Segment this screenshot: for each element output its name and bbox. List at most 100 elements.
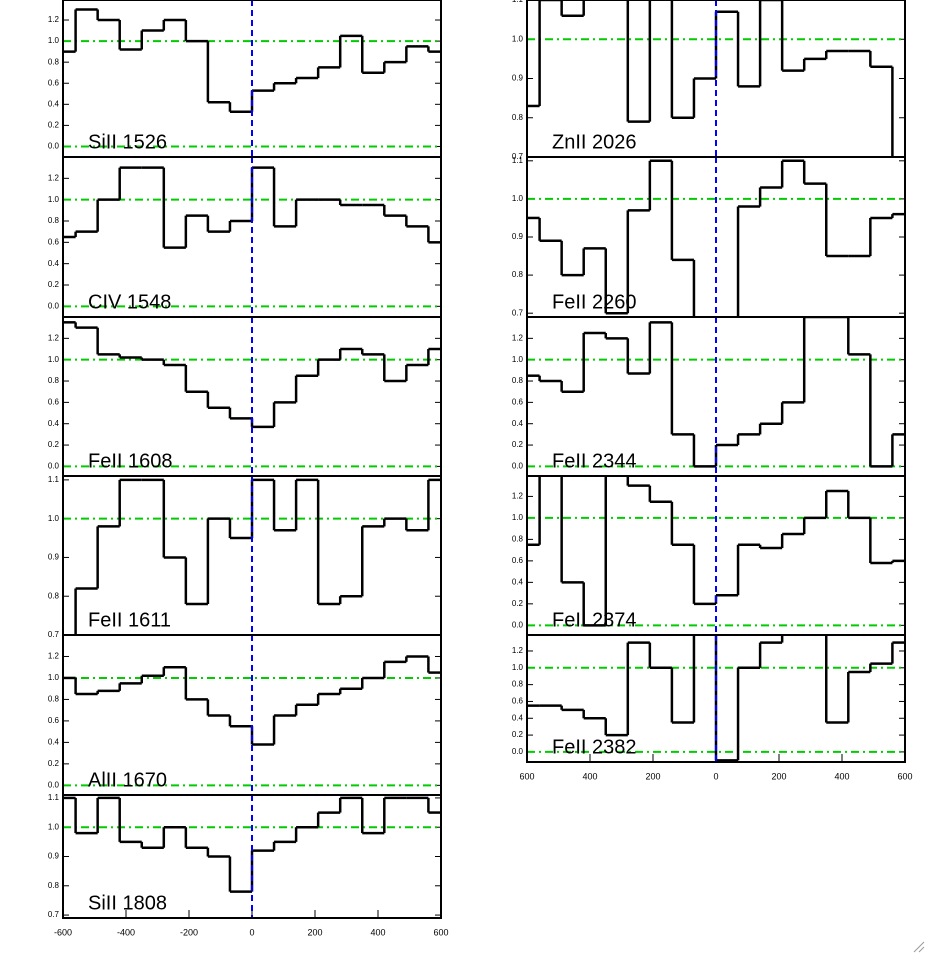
panel-label: SiII 1526 bbox=[88, 131, 167, 153]
panel: 0.0 0.2 0.4 0.6 0.8 1.0 1.2 600 400 200 0 200 400 600… bbox=[512, 634, 913, 781]
x-tick-label: 200 bbox=[307, 927, 322, 937]
y-tick-label: 0.4 bbox=[512, 419, 524, 428]
y-tick-label: 0.2 bbox=[512, 730, 524, 739]
y-tick-label: 0.8 bbox=[512, 534, 524, 543]
y-tick-label: 0.4 bbox=[512, 577, 524, 586]
panel: 0.7 0.8 0.9 1.0 1.1 -600 -400 -200 0 200 400 600 SiI… bbox=[48, 793, 449, 937]
y-tick-label: 0.8 bbox=[48, 695, 60, 704]
panel-label: SiII 1808 bbox=[88, 892, 167, 914]
y-tick-label: 0.6 bbox=[512, 556, 524, 565]
y-tick-label: 1.2 bbox=[48, 15, 60, 24]
panel: 0.0 0.2 0.4 0.6 0.8 1.0 1.2 FeII 2374 bbox=[512, 475, 906, 636]
x-tick-label: 0 bbox=[713, 771, 718, 781]
step-line bbox=[527, 476, 905, 627]
y-tick-label: 0.0 bbox=[512, 620, 524, 629]
y-tick-label: 0.2 bbox=[48, 440, 60, 449]
y-tick-label: 0.6 bbox=[512, 697, 524, 706]
panel: 0.0 0.2 0.4 0.6 0.8 1.0 1.2 AlII 1670 bbox=[48, 634, 442, 796]
panel-label: ZnII 2026 bbox=[552, 131, 637, 153]
y-tick-label: 1.0 bbox=[512, 513, 524, 522]
y-tick-label: 1.0 bbox=[48, 36, 60, 45]
y-tick-label: 0.9 bbox=[48, 553, 60, 562]
y-tick-label: 0.8 bbox=[48, 216, 60, 225]
panel-label: FeII 2374 bbox=[552, 609, 637, 631]
y-tick-label: 1.0 bbox=[48, 514, 60, 523]
y-tick-label: 0.0 bbox=[512, 462, 524, 471]
step-line bbox=[527, 0, 894, 157]
panel-label: FeII 2382 bbox=[552, 736, 637, 758]
y-tick-label: 1.0 bbox=[48, 355, 60, 364]
y-tick-label: 0.0 bbox=[48, 301, 60, 310]
y-tick-label: 0.4 bbox=[48, 737, 60, 746]
y-tick-label: 0.6 bbox=[48, 716, 60, 725]
y-tick-label: 1.0 bbox=[48, 673, 60, 682]
step-line bbox=[527, 159, 905, 317]
y-tick-label: 1.1 bbox=[48, 475, 60, 484]
x-tick-label: -600 bbox=[54, 927, 72, 937]
y-tick-label: 1.2 bbox=[512, 646, 524, 655]
x-tick-label: 200 bbox=[645, 771, 660, 781]
y-tick-label: 0.2 bbox=[48, 280, 60, 289]
y-tick-label: 1.2 bbox=[48, 333, 60, 342]
y-tick-label: 1.2 bbox=[512, 492, 524, 501]
y-tick-label: 1.1 bbox=[48, 793, 60, 802]
y-tick-label: 1.2 bbox=[48, 173, 60, 182]
x-tick-label: -400 bbox=[117, 927, 135, 937]
y-tick-label: 0.8 bbox=[48, 881, 60, 890]
step-line bbox=[63, 166, 441, 249]
y-tick-label: 0.9 bbox=[512, 232, 524, 241]
y-tick-label: 0.0 bbox=[512, 747, 524, 756]
step-line bbox=[63, 8, 441, 113]
y-tick-label: 0.8 bbox=[512, 680, 524, 689]
y-tick-label: 1.2 bbox=[512, 333, 524, 342]
y-tick-label: 0.4 bbox=[512, 713, 524, 722]
panel: 0.0 0.2 0.4 0.6 0.8 1.0 1.2 FeII 1608 bbox=[48, 316, 442, 477]
y-tick-label: 0.0 bbox=[48, 142, 60, 151]
y-tick-label: 1.0 bbox=[48, 195, 60, 204]
panel: 0.0 0.2 0.4 0.6 0.8 1.0 1.2 SiII 1526 bbox=[48, 0, 442, 158]
y-tick-label: 0.2 bbox=[512, 440, 524, 449]
y-tick-label: 0.6 bbox=[512, 397, 524, 406]
y-tick-label: 1.0 bbox=[512, 194, 524, 203]
y-tick-label: 0.8 bbox=[48, 591, 60, 600]
panel-label: FeII 2344 bbox=[552, 450, 637, 472]
x-tick-label: 600 bbox=[433, 927, 448, 937]
y-tick-label: 1.1 bbox=[512, 0, 524, 4]
panel: 0.7 0.8 0.9 1.0 1.1 ZnII 2026 bbox=[512, 0, 906, 161]
x-tick-label: 400 bbox=[582, 771, 597, 781]
y-tick-label: 0.6 bbox=[48, 397, 60, 406]
y-tick-label: 0.9 bbox=[48, 852, 60, 861]
x-tick-label: -200 bbox=[180, 927, 198, 937]
step-line bbox=[63, 796, 441, 893]
y-tick-label: 0.8 bbox=[512, 113, 524, 122]
x-tick-label: 200 bbox=[771, 771, 786, 781]
y-tick-label: 0.7 bbox=[48, 630, 60, 639]
y-tick-label: 1.0 bbox=[512, 663, 524, 672]
y-tick-label: 0.4 bbox=[48, 419, 60, 428]
y-tick-label: 0.4 bbox=[48, 259, 60, 268]
panel: 0.0 0.2 0.4 0.6 0.8 1.0 1.2 FeII 2344 bbox=[512, 316, 906, 477]
y-tick-label: 0.8 bbox=[512, 376, 524, 385]
y-tick-label: 0.2 bbox=[48, 759, 60, 768]
y-tick-label: 0.7 bbox=[512, 152, 524, 161]
y-tick-label: 1.0 bbox=[48, 822, 60, 831]
resize-grip bbox=[913, 941, 925, 953]
panel-label: FeII 1608 bbox=[88, 450, 173, 472]
y-tick-label: 0.8 bbox=[48, 57, 60, 66]
y-tick-label: 0.6 bbox=[48, 78, 60, 87]
x-tick-label: 600 bbox=[519, 771, 534, 781]
y-tick-label: 0.8 bbox=[512, 270, 524, 279]
y-tick-label: 1.0 bbox=[512, 355, 524, 364]
step-line bbox=[527, 317, 905, 468]
y-tick-label: 0.6 bbox=[48, 237, 60, 246]
panel-label: FeII 2260 bbox=[552, 291, 637, 313]
panel: 0.7 0.8 0.9 1.0 1.1 FeII 2260 bbox=[512, 156, 906, 318]
y-tick-label: 1.0 bbox=[512, 34, 524, 43]
x-tick-label: 0 bbox=[249, 927, 254, 937]
y-tick-label: 1.1 bbox=[512, 156, 524, 165]
panel-label: FeII 1611 bbox=[88, 609, 171, 631]
panel: 0.0 0.2 0.4 0.6 0.8 1.0 1.2 CIV 1548 bbox=[48, 156, 442, 318]
x-tick-label: 400 bbox=[834, 771, 849, 781]
y-tick-label: 0.2 bbox=[48, 120, 60, 129]
